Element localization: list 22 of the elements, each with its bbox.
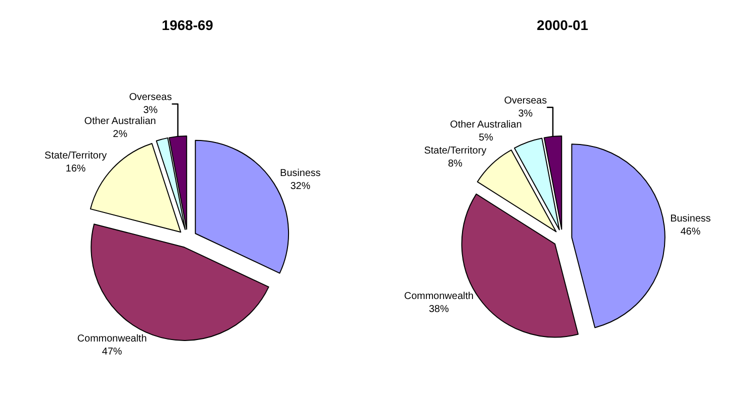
slice-label: Overseas bbox=[504, 95, 547, 106]
slice-label: Commonwealth bbox=[77, 334, 147, 345]
data-label: 3% bbox=[143, 104, 158, 116]
slice-label: Commonwealth bbox=[404, 290, 474, 302]
slice-label: State/Territory bbox=[44, 150, 107, 162]
data-label: 2% bbox=[112, 128, 128, 140]
data-label: 32% bbox=[290, 181, 310, 192]
data-label: 46% bbox=[680, 226, 701, 238]
data-label: 47% bbox=[102, 346, 122, 358]
slice-label: Overseas bbox=[129, 92, 172, 103]
data-label: 3% bbox=[518, 108, 533, 120]
data-label: 16% bbox=[66, 164, 86, 175]
slice-label: Other Australian bbox=[84, 116, 156, 127]
data-label: 38% bbox=[428, 304, 449, 315]
slice-label: Other Australian bbox=[450, 119, 522, 130]
chart-title: 2000-01 bbox=[536, 16, 588, 33]
slice-label: State/Territory bbox=[424, 145, 486, 156]
slice-label: Business bbox=[280, 168, 321, 180]
chart-title: 1968-69 bbox=[162, 16, 214, 33]
data-label: 8% bbox=[448, 158, 463, 170]
slice-label: Business bbox=[670, 213, 711, 224]
data-label: 5% bbox=[478, 132, 494, 144]
